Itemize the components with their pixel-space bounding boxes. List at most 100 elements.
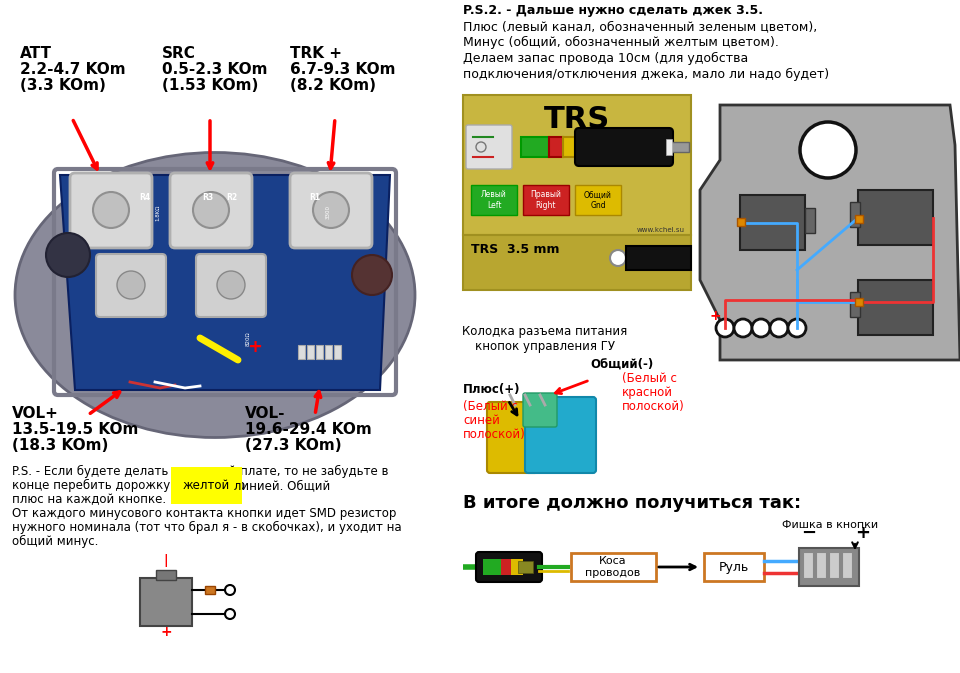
Bar [463, 95, 691, 235]
Text: |: | [164, 554, 168, 567]
Text: желтой: желтой [183, 479, 230, 492]
Bar [549, 137, 563, 157]
Text: Общий(-): Общий(-) [590, 358, 653, 371]
Text: кнопок управления ГУ: кнопок управления ГУ [475, 340, 615, 353]
Text: Плюс(+): Плюс(+) [463, 383, 520, 396]
Text: Делаем запас провода 10см (для удобства: Делаем запас провода 10см (для удобства [463, 52, 748, 65]
Text: подключения/отключения джека, мало ли надо будет): подключения/отключения джека, мало ли на… [463, 68, 829, 81]
Text: конце перебить дорожку, указанную: конце перебить дорожку, указанную [12, 479, 249, 492]
Text: Общий
Gnd: Общий Gnd [584, 190, 612, 210]
Text: плюс на каждой кнопке.: плюс на каждой кнопке. [12, 493, 166, 506]
Text: 820Ω: 820Ω [246, 331, 251, 346]
Circle shape [313, 192, 349, 228]
Text: Коса
проводов: Коса проводов [586, 556, 640, 578]
Text: TRS: TRS [544, 106, 611, 135]
Text: (3.3 KOm): (3.3 KOm) [20, 78, 106, 93]
FancyBboxPatch shape [487, 402, 538, 473]
Circle shape [800, 122, 856, 178]
Bar [463, 235, 691, 290]
Text: Левый
Left: Левый Left [481, 190, 507, 210]
Text: Минус (общий, обозначенный желтым цветом).: Минус (общий, обозначенный желтым цветом… [463, 36, 779, 49]
Text: +: + [160, 625, 172, 639]
Text: −: − [801, 524, 816, 542]
Text: 2.2-4.7 KOm: 2.2-4.7 KOm [20, 62, 126, 77]
Circle shape [193, 192, 229, 228]
Text: (18.3 KOm): (18.3 KOm) [12, 438, 108, 453]
FancyBboxPatch shape [476, 552, 542, 582]
Text: TRS  3.5 mm: TRS 3.5 mm [471, 243, 560, 256]
Text: (1.53 KOm): (1.53 KOm) [162, 78, 258, 93]
Circle shape [610, 250, 626, 266]
Bar [805, 208, 815, 233]
FancyBboxPatch shape [170, 173, 252, 248]
Text: 19.6-29.4 KOm: 19.6-29.4 KOm [245, 422, 372, 437]
Ellipse shape [15, 153, 415, 437]
Bar [855, 298, 863, 306]
Text: P.S.2. - Дальше нужно сделать джек 3.5.: P.S.2. - Дальше нужно сделать джек 3.5. [463, 4, 763, 17]
Text: VOL-: VOL- [245, 406, 285, 421]
Text: Руль: Руль [719, 561, 749, 573]
Circle shape [217, 271, 245, 299]
Bar [858, 190, 933, 245]
Circle shape [117, 271, 145, 299]
Bar [523, 185, 569, 215]
Circle shape [93, 192, 129, 228]
FancyBboxPatch shape [96, 254, 166, 317]
Text: нужного номинала (тот что брал я - в скобочках), и уходит на: нужного номинала (тот что брал я - в ско… [12, 521, 401, 534]
Bar [511, 559, 523, 575]
Bar [855, 215, 863, 223]
Bar [205, 586, 215, 594]
Text: полоской): полоской) [622, 400, 684, 413]
Bar [803, 552, 813, 578]
Text: +: + [709, 309, 721, 323]
Bar [850, 202, 860, 227]
Text: полоской): полоской) [463, 428, 526, 441]
Bar [666, 139, 672, 155]
Bar [850, 292, 860, 317]
Circle shape [788, 319, 806, 337]
FancyBboxPatch shape [525, 397, 596, 473]
Circle shape [716, 319, 734, 337]
Text: 1.8KΩ: 1.8KΩ [156, 205, 160, 221]
Text: общий минус.: общий минус. [12, 535, 98, 548]
Text: Фишка в кнопки: Фишка в кнопки [782, 520, 878, 530]
Bar [829, 552, 839, 578]
Text: Плюс (левый канал, обозначенный зеленым цветом),: Плюс (левый канал, обозначенный зеленым … [463, 20, 817, 33]
Circle shape [770, 319, 788, 337]
Bar [316, 345, 323, 359]
Bar [563, 137, 579, 157]
FancyBboxPatch shape [196, 254, 266, 317]
Bar [140, 578, 192, 626]
Text: (Белый с: (Белый с [463, 400, 517, 413]
Polygon shape [700, 105, 960, 360]
FancyBboxPatch shape [704, 553, 764, 581]
Bar [816, 552, 826, 578]
Bar [575, 185, 621, 215]
Text: VOL+: VOL+ [12, 406, 59, 421]
Text: линией. Общий: линией. Общий [230, 479, 330, 492]
Bar [298, 345, 305, 359]
Text: 0.5-2.3 KOm: 0.5-2.3 KOm [162, 62, 268, 77]
Text: (Белый с: (Белый с [622, 372, 677, 385]
Text: +: + [855, 524, 870, 542]
FancyBboxPatch shape [575, 128, 673, 166]
Text: SRC: SRC [162, 46, 196, 61]
Bar [334, 345, 341, 359]
Bar [858, 280, 933, 335]
Text: От каждого минусового контакта кнопки идет SMD резистор: От каждого минусового контакта кнопки ид… [12, 507, 396, 520]
Bar [483, 559, 501, 575]
FancyBboxPatch shape [290, 173, 372, 248]
Text: Правый
Right: Правый Right [531, 190, 562, 210]
FancyBboxPatch shape [571, 553, 656, 581]
Bar [471, 185, 517, 215]
Text: (8.2 KOm): (8.2 KOm) [290, 78, 376, 93]
Bar [626, 246, 691, 270]
Text: 13.5-19.5 KOm: 13.5-19.5 KOm [12, 422, 138, 437]
Polygon shape [60, 175, 390, 390]
Text: +: + [248, 338, 262, 356]
Bar [842, 552, 852, 578]
Bar [737, 218, 745, 226]
Text: В итоге должно получиться так:: В итоге должно получиться так: [463, 494, 802, 512]
Text: TRK +: TRK + [290, 46, 342, 61]
Text: P.S. - Если будете делать на родной плате, то не забудьте в: P.S. - Если будете делать на родной плат… [12, 465, 389, 478]
